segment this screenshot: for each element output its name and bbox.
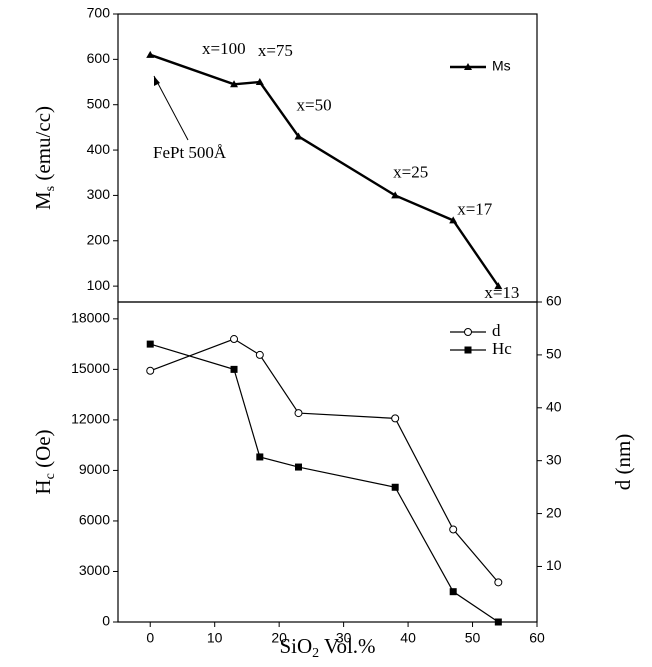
point-label: x=75 — [258, 41, 293, 60]
marker — [494, 618, 502, 626]
marker — [146, 366, 155, 375]
marker — [494, 282, 503, 290]
y-tick-label: 700 — [87, 5, 111, 21]
y-tick-label: 400 — [87, 141, 111, 157]
label-sub: 2 — [312, 646, 319, 661]
point-label: x=100 — [202, 39, 246, 58]
x-tick-label: 50 — [465, 630, 481, 646]
x-tick-label: 60 — [529, 630, 545, 646]
x-tick-label: 0 — [146, 630, 154, 646]
marker — [294, 463, 302, 471]
y2-tick-label: 60 — [546, 293, 562, 309]
y-tick-label: 300 — [87, 186, 111, 202]
y-tick-label: 0 — [102, 613, 110, 629]
label-sub: s — [43, 186, 58, 191]
marker — [464, 328, 472, 336]
annotation-arrow — [153, 75, 189, 141]
axis-label: SiO2 Vol.% — [279, 634, 375, 661]
y-tick-label: 100 — [87, 277, 111, 293]
y2-tick-label: 20 — [546, 504, 562, 520]
marker — [449, 525, 458, 534]
bottom-frame — [117, 301, 538, 623]
y-tick-label: 200 — [87, 231, 111, 247]
label-rest: (emu/cc) — [31, 106, 55, 186]
legend-label: Ms — [492, 58, 511, 74]
marker — [449, 588, 457, 596]
label-main: H — [31, 479, 55, 494]
y2-tick-label: 40 — [546, 398, 562, 414]
point-label: x=17 — [457, 199, 493, 218]
marker — [255, 350, 264, 359]
marker — [255, 78, 264, 86]
y-tick-label: 9000 — [79, 461, 110, 477]
y-tick-label: 3000 — [79, 562, 110, 578]
marker — [146, 340, 154, 348]
label-sub: c — [43, 473, 58, 479]
y2-tick-label: 10 — [546, 557, 562, 573]
point-label: x=25 — [393, 162, 428, 181]
axis-label: Ms (emu/cc) — [31, 106, 58, 210]
arrow-head — [154, 76, 160, 86]
x-tick-label: 30 — [336, 630, 352, 646]
axis-label: Hc (Oe) — [31, 429, 58, 494]
y2-tick-label: 30 — [546, 451, 562, 467]
y-tick-label: 500 — [87, 95, 111, 111]
annotation: FePt 500Å — [153, 143, 227, 162]
x-tick-label: 20 — [271, 630, 287, 646]
label-main: M — [31, 191, 55, 210]
marker — [146, 50, 155, 58]
legend-label: d — [492, 321, 501, 340]
series-line — [150, 338, 499, 583]
y-tick-label: 600 — [87, 50, 111, 66]
label-rest: (Oe) — [31, 429, 55, 473]
marker — [294, 409, 303, 418]
label-rest: Vol.% — [319, 634, 375, 658]
y-tick-label: 12000 — [71, 411, 110, 427]
marker — [464, 346, 472, 354]
x-tick-label: 10 — [207, 630, 223, 646]
marker — [391, 414, 400, 423]
point-label: x=50 — [296, 95, 331, 114]
point-label: x=13 — [484, 283, 519, 302]
series-line — [150, 343, 499, 623]
marker — [294, 132, 303, 140]
marker — [230, 80, 239, 88]
marker — [256, 453, 264, 461]
y2-label: d (nm) — [611, 434, 635, 491]
marker — [230, 365, 238, 373]
x-tick-label: 40 — [400, 630, 416, 646]
y-tick-label: 18000 — [71, 310, 110, 326]
y-tick-label: 15000 — [71, 360, 110, 376]
series-line — [149, 53, 500, 287]
marker — [391, 191, 400, 199]
label-main: SiO — [279, 634, 312, 658]
marker — [449, 216, 458, 224]
y2-tick-label: 50 — [546, 346, 562, 362]
marker — [391, 483, 399, 491]
marker — [464, 63, 472, 70]
marker — [230, 335, 239, 344]
y-tick-label: 6000 — [79, 512, 110, 528]
marker — [494, 578, 503, 587]
legend-label: Hc — [492, 339, 512, 358]
